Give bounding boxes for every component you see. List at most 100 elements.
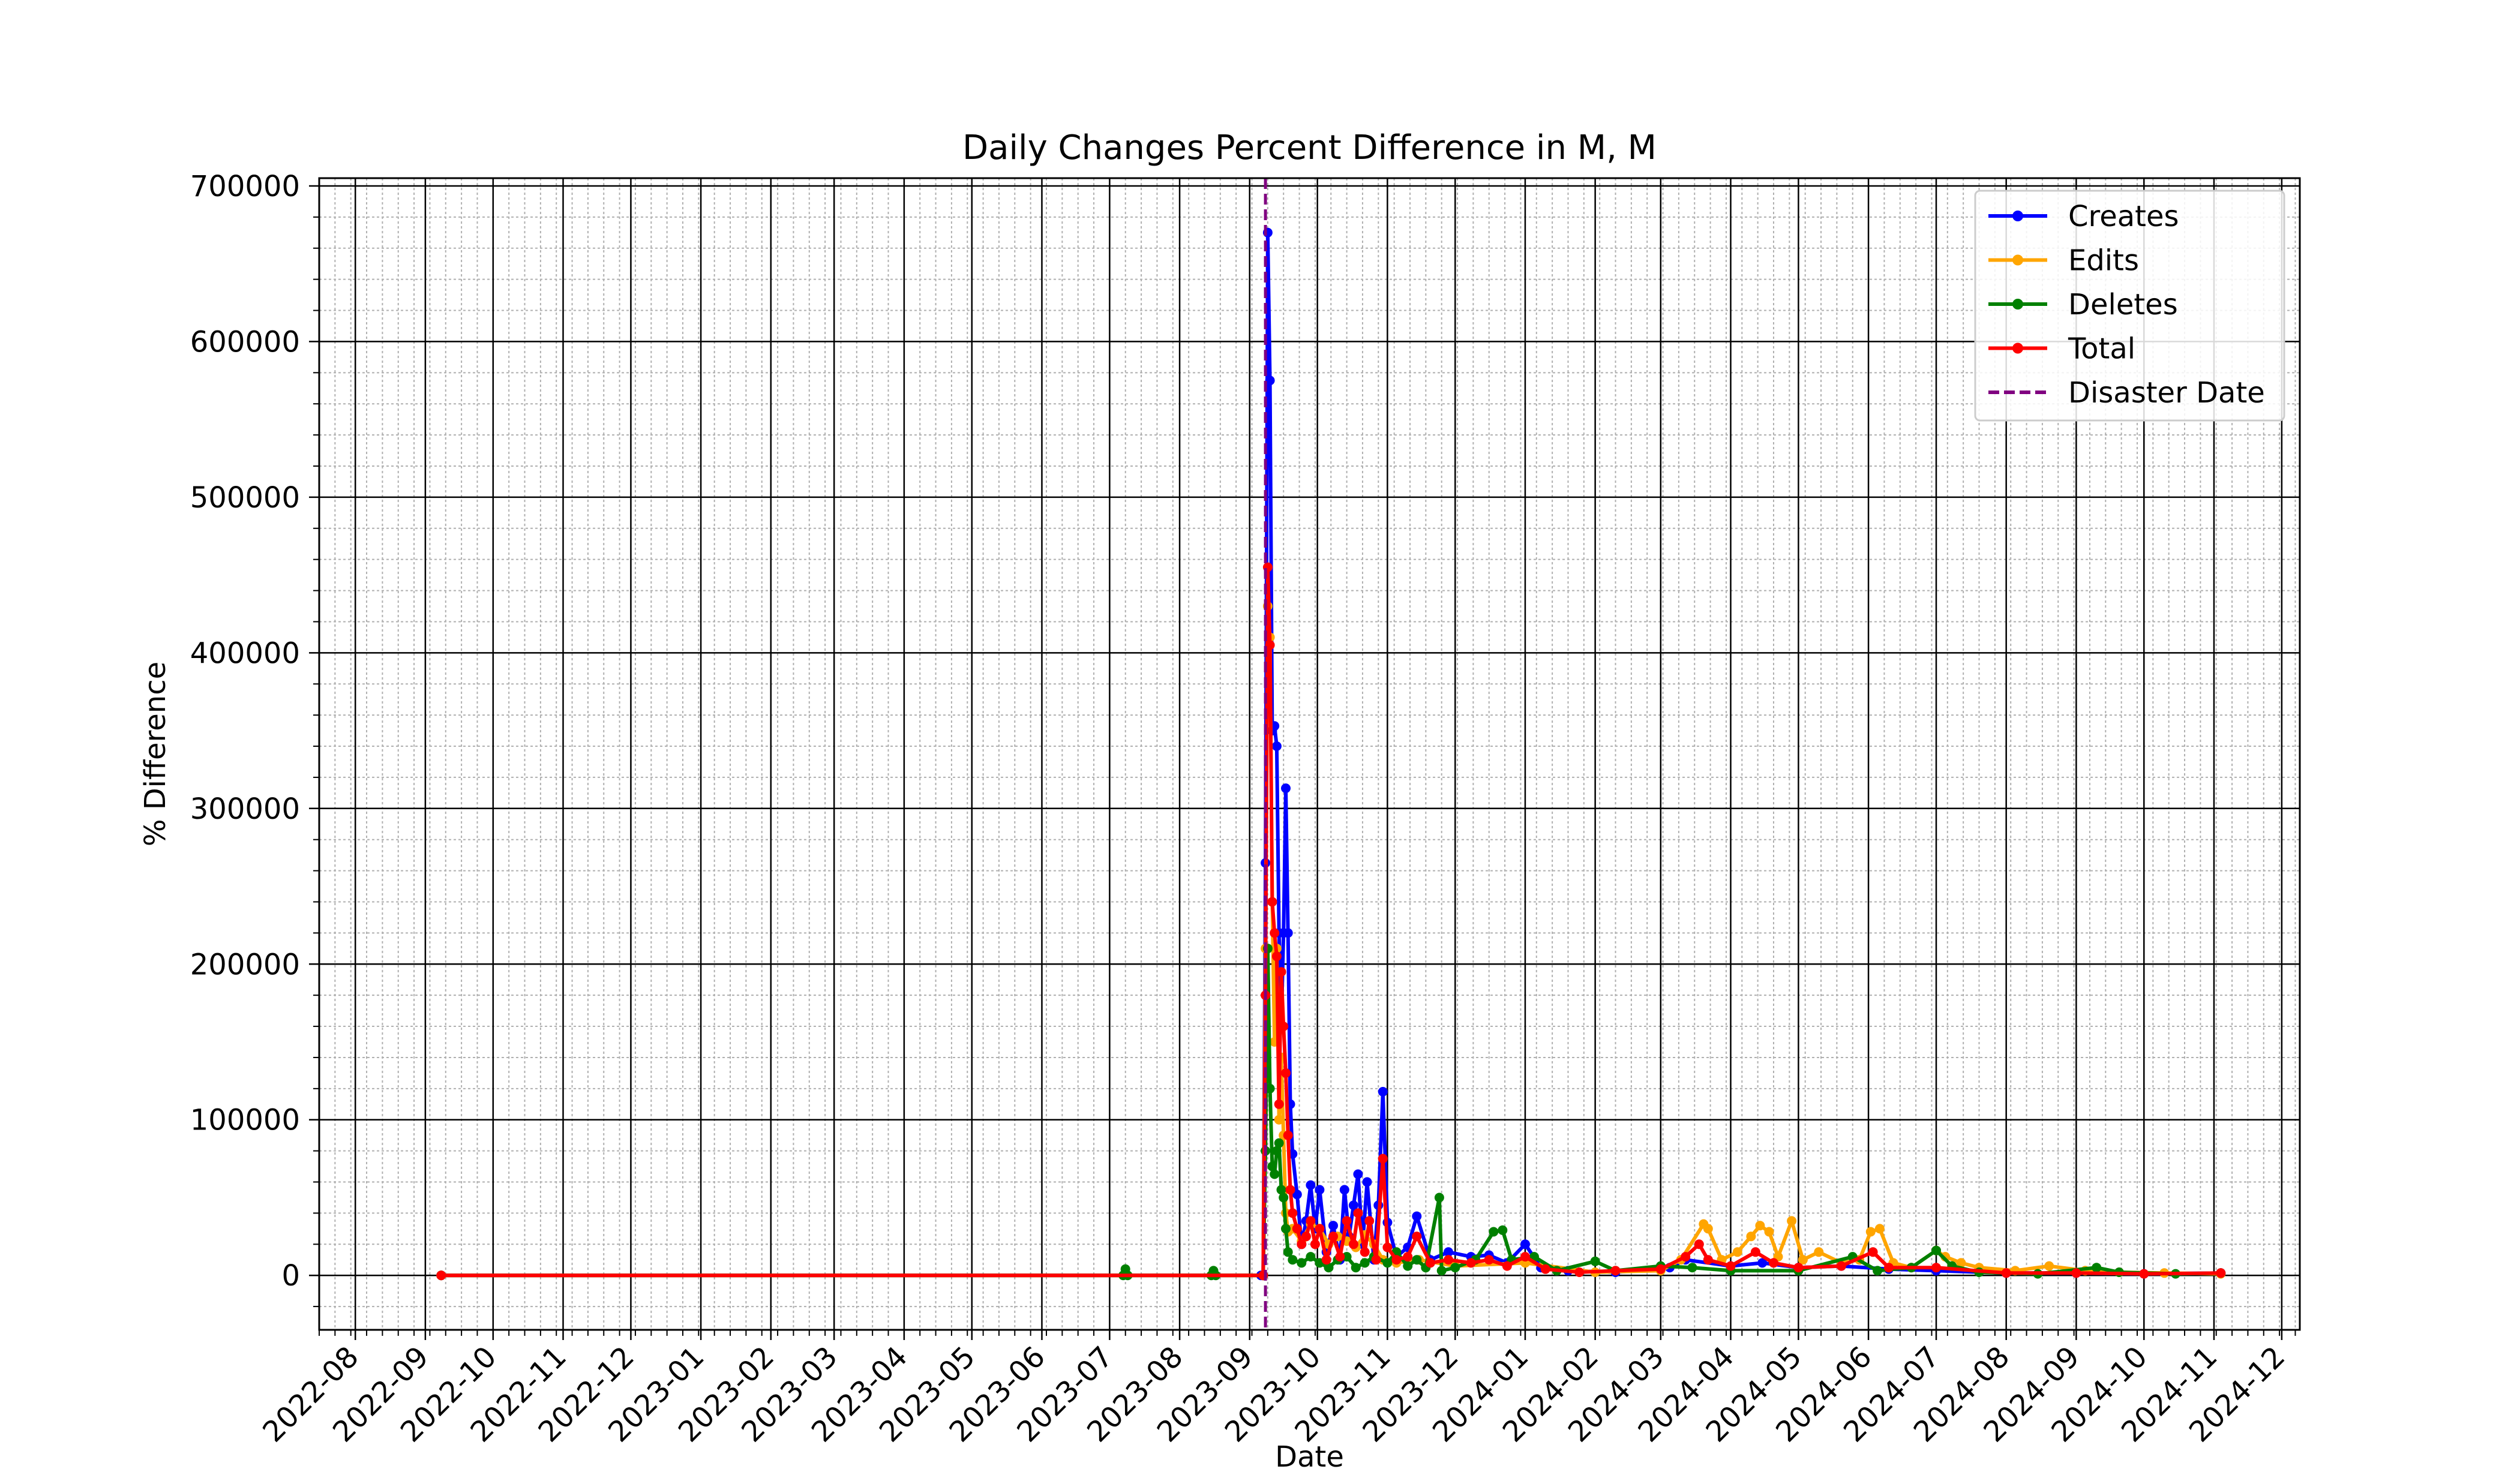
deletes-point [1403,1261,1413,1271]
deletes-point [1382,1258,1393,1268]
total-point [1279,1022,1289,1032]
total-point [1836,1261,1846,1271]
edits-point [1755,1221,1765,1231]
deletes-point [1306,1252,1316,1262]
creates-point [1265,375,1275,386]
chart-title: Daily Changes Percent Difference in M, M [962,128,1657,167]
legend-label-disaster-date: Disaster Date [2068,376,2265,410]
total-point [1769,1258,1778,1268]
creates-point [1757,1258,1768,1268]
total-point [1502,1261,1512,1271]
total-point [1267,897,1277,907]
deletes-point [1283,1247,1293,1257]
y-tick-label: 100000 [190,1104,300,1137]
total-point [1681,1252,1691,1262]
ticks-layer: 0 100000 200000 300000 400000 500000 600000 700… [190,170,2296,1449]
legend-label-total: Total [2068,332,2135,366]
creates-point [1348,1200,1358,1210]
deletes-point [1412,1255,1422,1265]
total-point [1520,1252,1530,1262]
deletes-point [1270,1169,1280,1179]
y-tick-label: 200000 [190,948,300,981]
total-point [1306,1216,1316,1226]
total-point [1360,1247,1370,1257]
legend-box [1974,190,2285,422]
total-point [1285,1185,1295,1195]
total-point [1466,1258,1476,1268]
creates-point [1292,1189,1302,1200]
total-point [1315,1224,1325,1234]
deletes-point [1276,1185,1286,1195]
y-tick-label: 500000 [190,481,300,515]
total-point [1335,1252,1345,1262]
deletes-point [1434,1192,1444,1203]
edits-point [1874,1224,1885,1234]
total-point [1364,1216,1375,1226]
creates-point [1306,1180,1316,1190]
total-point [1328,1231,1338,1242]
creates-point [1520,1239,1530,1249]
total-point [1301,1231,1311,1242]
creates-point [1283,928,1293,938]
total-point [1884,1263,1894,1273]
total-point [1271,951,1282,962]
total-point [1703,1255,1713,1265]
total-point [1750,1247,1760,1257]
creates-point [1281,783,1291,794]
total-point [1540,1264,1550,1274]
total-point [2139,1269,2149,1279]
edits-point [1798,1255,1808,1265]
deletes-point [1267,1161,1277,1171]
total-point [1444,1255,1453,1265]
deletes-point [2092,1263,2102,1273]
edits-point [1274,1114,1284,1125]
y-tick-label: 300000 [190,792,300,826]
deletes-point [1324,1263,1334,1273]
total-point [1265,640,1275,650]
deletes-point [1271,1146,1282,1156]
total-point [1292,1224,1302,1234]
total-point [1283,1130,1293,1140]
total-point [1694,1239,1704,1249]
deletes-point [1281,1224,1291,1234]
total-point [1321,1255,1331,1265]
total-point [1868,1247,1878,1257]
total-point [1425,1258,1435,1268]
total-point [1574,1267,1585,1277]
x-axis-label: Date [1275,1440,1344,1470]
series-total [436,562,2226,1281]
total-point [1391,1255,1402,1265]
edits-point [1764,1227,1774,1237]
legend-marker-total [2012,343,2023,354]
total-point [1348,1239,1358,1249]
legend-label-edits: Edits [2068,244,2139,278]
deletes-point [1265,1083,1275,1094]
legend-label-creates: Creates [2068,200,2179,233]
y-tick-label: 400000 [190,636,300,670]
edits-point [1865,1227,1876,1237]
deletes-point [1279,1192,1289,1203]
deletes-point [1687,1263,1697,1273]
creates-point [1328,1221,1338,1231]
edits-point [1703,1224,1713,1234]
total-point [1276,967,1286,977]
creates-point [1353,1169,1363,1179]
total-point [2071,1268,2081,1278]
total-point [1353,1208,1363,1218]
total-point [1655,1264,1666,1274]
total-point [1281,1068,1291,1078]
edits-point [1787,1216,1797,1226]
legend-marker-creates [2012,211,2023,221]
legend-label-deletes: Deletes [2068,288,2178,322]
total-point [1403,1252,1413,1262]
edits-point [1814,1247,1824,1257]
creates-point [1339,1185,1349,1195]
plot-frame [318,177,2301,1331]
total-point [1371,1255,1381,1265]
legend-item-creates: Creates [1988,200,2179,233]
edits-point [1732,1247,1742,1257]
total-point [1726,1261,1736,1271]
edits-point [1746,1231,1756,1242]
deletes-point [1288,1255,1298,1265]
